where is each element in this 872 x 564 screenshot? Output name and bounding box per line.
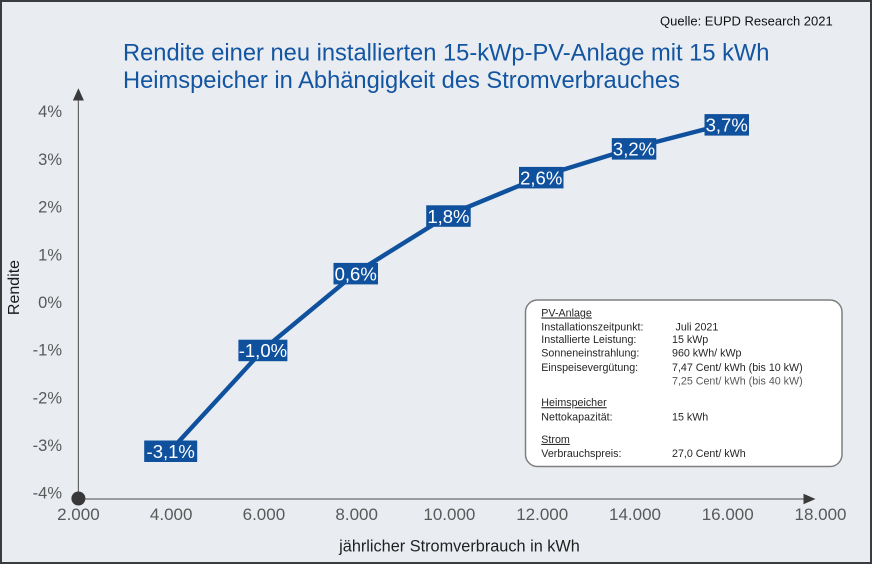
svg-text:Strom: Strom xyxy=(541,434,570,446)
svg-text:7,47 Cent/ kWh (bis 10 kW): 7,47 Cent/ kWh (bis 10 kW) xyxy=(672,362,803,374)
svg-text:12.000: 12.000 xyxy=(516,505,568,524)
svg-text:15 kWh: 15 kWh xyxy=(672,412,708,424)
svg-text:PV-Anlage: PV-Anlage xyxy=(541,308,592,320)
svg-text:jährlicher Stromverbrauch in k: jährlicher Stromverbrauch in kWh xyxy=(338,538,580,556)
svg-text:4%: 4% xyxy=(38,103,62,121)
svg-text:15 kWp: 15 kWp xyxy=(672,334,708,346)
svg-text:0,6%: 0,6% xyxy=(335,263,377,284)
svg-text:2%: 2% xyxy=(38,199,62,217)
svg-text:Heimspeicher in Abhängigkeit d: Heimspeicher in Abhängigkeit des Stromve… xyxy=(123,68,680,94)
svg-text:14.000: 14.000 xyxy=(609,505,661,524)
svg-text:8.000: 8.000 xyxy=(335,505,378,524)
svg-text:7,25 Cent/ kWh (bis 40 kW): 7,25 Cent/ kWh (bis 40 kW) xyxy=(672,376,803,388)
svg-text:-4%: -4% xyxy=(33,485,63,503)
svg-text:1,8%: 1,8% xyxy=(427,206,469,227)
svg-text:Sonneneinstrahlung:: Sonneneinstrahlung: xyxy=(541,348,639,360)
svg-text:1%: 1% xyxy=(38,246,62,264)
svg-text:3,2%: 3,2% xyxy=(613,139,655,160)
svg-text:Einspeisevergütung:: Einspeisevergütung: xyxy=(541,362,638,374)
svg-text:Juli 2021: Juli 2021 xyxy=(676,322,719,334)
svg-text:Nettokapazität:: Nettokapazität: xyxy=(541,412,612,424)
svg-text:Installationszeitpunkt:: Installationszeitpunkt: xyxy=(541,322,643,334)
svg-text:-3%: -3% xyxy=(33,437,63,455)
svg-text:Verbrauchspreis:: Verbrauchspreis: xyxy=(541,448,621,460)
svg-text:-1%: -1% xyxy=(33,342,63,360)
svg-text:3,7%: 3,7% xyxy=(706,115,748,136)
svg-text:18.000: 18.000 xyxy=(795,505,847,524)
svg-text:Rendite: Rendite xyxy=(6,260,23,315)
svg-text:-2%: -2% xyxy=(33,389,63,407)
svg-text:2,6%: 2,6% xyxy=(520,167,562,188)
svg-text:27,0 Cent/ kWh: 27,0 Cent/ kWh xyxy=(672,448,746,460)
svg-text:2.000: 2.000 xyxy=(57,505,100,524)
svg-text:16.000: 16.000 xyxy=(702,505,754,524)
svg-text:6.000: 6.000 xyxy=(243,505,286,524)
svg-text:-1,0%: -1,0% xyxy=(239,340,287,361)
svg-text:4.000: 4.000 xyxy=(150,505,193,524)
svg-text:3%: 3% xyxy=(38,151,62,169)
svg-text:10.000: 10.000 xyxy=(423,505,475,524)
svg-text:0%: 0% xyxy=(38,294,62,312)
svg-text:Installierte Leistung:: Installierte Leistung: xyxy=(541,334,636,346)
svg-text:Heimspeicher: Heimspeicher xyxy=(541,397,607,409)
svg-text:Rendite einer neu installierte: Rendite einer neu installierten 15-kWp-P… xyxy=(123,41,769,67)
svg-text:Quelle: EUPD Research 2021: Quelle: EUPD Research 2021 xyxy=(660,14,833,29)
svg-text:-3,1%: -3,1% xyxy=(147,441,195,462)
svg-text:960 kWh/ kWp: 960 kWh/ kWp xyxy=(672,348,742,360)
